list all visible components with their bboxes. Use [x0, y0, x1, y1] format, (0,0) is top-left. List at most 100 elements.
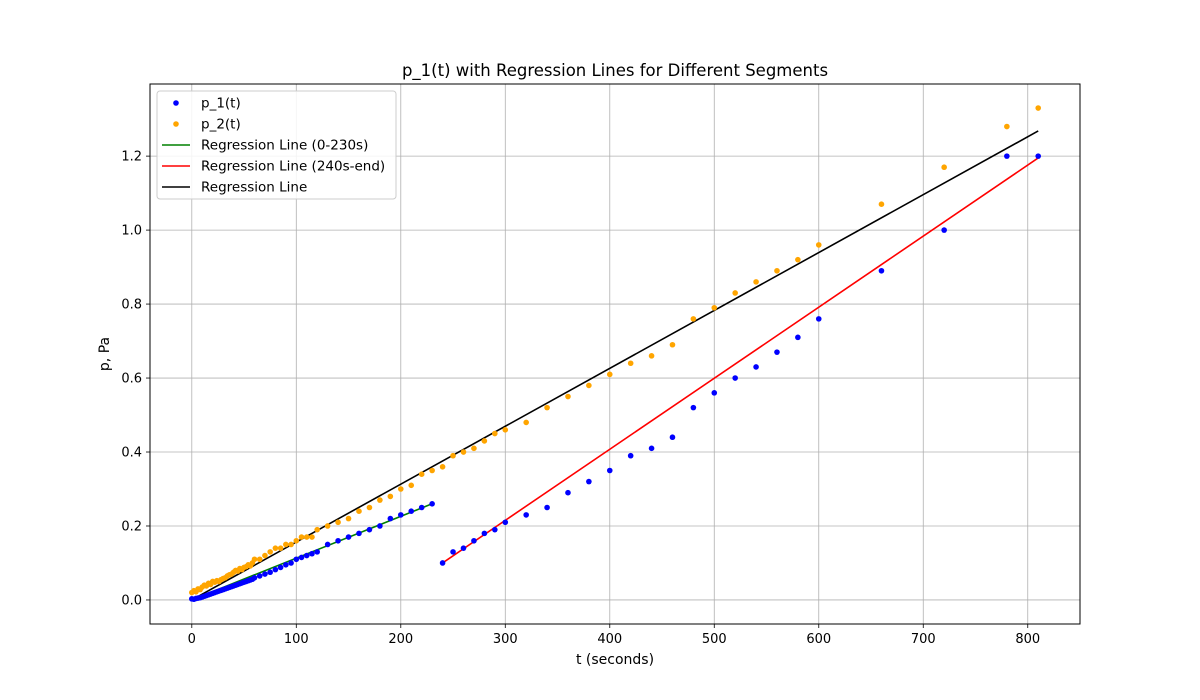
p-1-t-point: [366, 526, 373, 533]
p-1-t-point: [690, 404, 697, 411]
p-1-t-point: [408, 508, 415, 514]
p-1-t-point: [878, 267, 885, 274]
p-2-t-point: [544, 404, 550, 411]
axis-ticks: 0 100 200 300 400 500 600 700 800 0.0 0.2 0.4 0.6 0.8…: [121, 150, 1040, 647]
p-1-t-point: [345, 534, 352, 540]
x-tick-label: 700: [911, 632, 936, 647]
p-1-t-point: [502, 519, 509, 526]
p-2-t-point: [481, 438, 488, 444]
p-1-t-point: [283, 562, 289, 568]
p-1-t-point: [303, 552, 310, 559]
p-2-t-point: [502, 427, 509, 433]
regression-line-line: [191, 130, 1039, 601]
legend-swatch-p-2-t: [173, 121, 179, 127]
p-1-t-point: [251, 574, 258, 581]
legend-box: [156, 90, 397, 200]
p-2-t-point: [366, 504, 373, 511]
p-1-t-point: [356, 530, 362, 537]
p-1-t-point: [1035, 153, 1042, 159]
p-1-t-point: [732, 375, 738, 381]
legend-label-regression-line-240s-end: Regression Line (240s-end): [201, 159, 385, 175]
p-1-t-point: [815, 316, 822, 322]
p-1-t-point: [450, 549, 456, 555]
p-1-t-point: [262, 571, 268, 577]
p-2-t-point: [878, 201, 885, 208]
p-2-t-point: [303, 534, 310, 540]
p-1-t-point: [774, 349, 780, 355]
y-tick-label: 0.4: [121, 446, 142, 461]
p-2-t-point: [460, 449, 467, 455]
p-1-t-point: [256, 573, 263, 579]
y-tick-label: 0.6: [121, 372, 142, 387]
p-2-t-point: [450, 452, 456, 459]
y-axis-label: p, Pa: [97, 337, 113, 371]
p-1-t-point: [309, 550, 315, 557]
p-2-t-point: [606, 371, 613, 378]
x-tick-label: 400: [597, 632, 622, 647]
p-1-t-point: [481, 530, 488, 537]
p-1-t-point: [1004, 153, 1010, 159]
p-2-t-point: [377, 497, 383, 503]
x-tick-label: 300: [493, 632, 518, 647]
p-2-t-point: [690, 316, 697, 322]
p-1-t-point: [324, 541, 331, 548]
regression-line-240s-end-line: [442, 157, 1039, 564]
p-2-t-point: [293, 537, 300, 544]
p-2-t-point: [586, 382, 592, 389]
p-1-t-point: [387, 515, 394, 522]
p-2-t-point: [277, 545, 284, 551]
p-2-t-point: [256, 556, 263, 563]
p-1-t-point: [586, 478, 592, 485]
x-tick-label: 100: [284, 632, 309, 647]
p-1-t-point: [314, 549, 320, 555]
p-1-t-point: [377, 523, 383, 529]
p-2-t-point: [439, 464, 446, 470]
p-1-t-point: [711, 390, 718, 396]
y-tick-label: 0.0: [121, 593, 142, 608]
p-1-t-point: [606, 467, 613, 474]
y-tick-label: 0.2: [121, 519, 142, 534]
p-2-t-point: [1004, 123, 1010, 130]
p-1-t-point: [272, 566, 279, 573]
p-1-t-point: [544, 504, 550, 511]
p-1-t-point: [648, 445, 655, 452]
p-2-t-point: [523, 419, 529, 426]
p-2-t-point: [795, 256, 801, 263]
p-1-t-point: [753, 364, 759, 370]
chart-title: p_1(t) with Regression Lines for Differe…: [402, 61, 828, 81]
p-2-t-point: [565, 393, 571, 400]
p-1-t-point: [471, 537, 477, 544]
plot-frame: [149, 83, 1081, 625]
p-1-t-point: [397, 512, 404, 518]
p-2-t-point: [418, 471, 425, 478]
legend-swatch-p-1-t: [173, 100, 179, 106]
p-2-t-point: [397, 486, 404, 492]
p-2-t-point: [648, 353, 655, 359]
p-2-t-point: [387, 493, 394, 500]
p-1-t-point: [565, 489, 571, 496]
p-2-t-point: [774, 267, 780, 274]
y-tick-label: 1.0: [121, 224, 142, 239]
p-2-t-point: [408, 482, 415, 489]
p-2-t-point: [262, 552, 268, 559]
p-1-t-point: [418, 504, 425, 511]
x-tick-label: 500: [702, 632, 727, 647]
p-2-t-point: [298, 534, 305, 540]
x-tick-label: 200: [388, 632, 413, 647]
p-1-t-point: [429, 500, 435, 507]
p-1-t-point: [523, 512, 529, 518]
p-1-t-point: [277, 564, 284, 571]
x-axis-label: t (seconds): [576, 652, 654, 668]
p-1-t-point: [492, 526, 498, 533]
p-1-t-point: [298, 554, 305, 561]
x-tick-label: 600: [806, 632, 831, 647]
series-points: [188, 105, 1042, 603]
p-2-t-point: [314, 526, 320, 533]
p-2-t-point: [267, 549, 273, 555]
p-2-t-point: [492, 430, 498, 437]
x-tick-label: 800: [1015, 632, 1040, 647]
p-2-t-point: [711, 304, 718, 311]
legend-label-regression-line-0-230s: Regression Line (0-230s): [201, 138, 368, 154]
p-2-t-point: [288, 541, 294, 548]
